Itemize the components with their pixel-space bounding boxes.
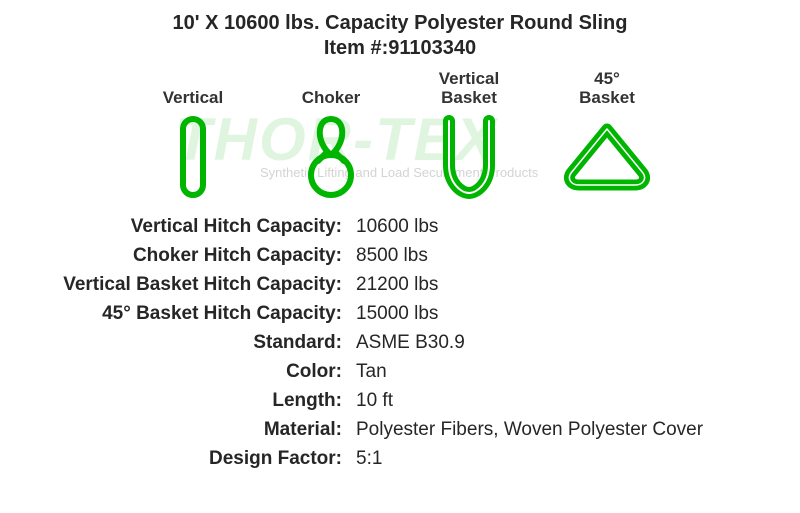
diagram-label-vertical-basket: VerticalBasket	[439, 66, 500, 108]
spec-value: 8500 lbs	[356, 245, 428, 267]
spec-value: 10 ft	[356, 390, 393, 412]
spec-row: Standard: ASME B30.9	[16, 332, 790, 354]
spec-label: Standard:	[16, 332, 356, 354]
spec-value: 21200 lbs	[356, 274, 438, 296]
diagram-vertical: Vertical	[138, 66, 248, 202]
spec-value: 10600 lbs	[356, 216, 438, 238]
spec-value: Polyester Fibers, Woven Polyester Cover	[356, 419, 703, 441]
diagram-label-angle-basket: 45°Basket	[579, 66, 635, 108]
spec-row: Design Factor: 5:1	[16, 448, 790, 470]
spec-row: 45° Basket Hitch Capacity: 15000 lbs	[16, 303, 790, 325]
angle-basket-icon	[557, 112, 657, 202]
spec-row: Vertical Hitch Capacity: 10600 lbs	[16, 216, 790, 238]
spec-value: 5:1	[356, 448, 382, 470]
spec-row: Choker Hitch Capacity: 8500 lbs	[16, 245, 790, 267]
diagram-vertical-basket: VerticalBasket	[414, 66, 524, 202]
item-prefix: Item #:	[324, 37, 388, 59]
spec-value: 15000 lbs	[356, 303, 438, 325]
spec-label: Vertical Basket Hitch Capacity:	[16, 274, 356, 296]
spec-label: Length:	[16, 390, 356, 412]
spec-value: Tan	[356, 361, 387, 383]
spec-label: Color:	[16, 361, 356, 383]
hitch-diagrams-row: Vertical Choker VerticalBasket	[10, 66, 790, 202]
spec-label: Vertical Hitch Capacity:	[16, 216, 356, 238]
spec-label: Choker Hitch Capacity:	[16, 245, 356, 267]
choker-icon	[296, 112, 366, 202]
vertical-basket-icon	[434, 112, 504, 202]
spec-label: Material:	[16, 419, 356, 441]
product-title: 10' X 10600 lbs. Capacity Polyester Roun…	[10, 12, 790, 35]
spec-value: ASME B30.9	[356, 332, 465, 354]
item-number-line: Item #:91103340	[10, 37, 790, 60]
diagram-label-vertical: Vertical	[163, 66, 224, 108]
diagram-label-choker: Choker	[302, 66, 361, 108]
vertical-icon	[173, 112, 213, 202]
spec-row: Length: 10 ft	[16, 390, 790, 412]
diagram-angle-basket: 45°Basket	[552, 66, 662, 202]
content-wrapper: 10' X 10600 lbs. Capacity Polyester Roun…	[0, 0, 800, 470]
diagram-choker: Choker	[276, 66, 386, 202]
item-number: 91103340	[388, 37, 476, 59]
specs-list: Vertical Hitch Capacity: 10600 lbs Choke…	[10, 216, 790, 470]
spec-row: Vertical Basket Hitch Capacity: 21200 lb…	[16, 274, 790, 296]
spec-label: 45° Basket Hitch Capacity:	[16, 303, 356, 325]
spec-row: Color: Tan	[16, 361, 790, 383]
spec-row: Material: Polyester Fibers, Woven Polyes…	[16, 419, 790, 441]
spec-label: Design Factor:	[16, 448, 356, 470]
